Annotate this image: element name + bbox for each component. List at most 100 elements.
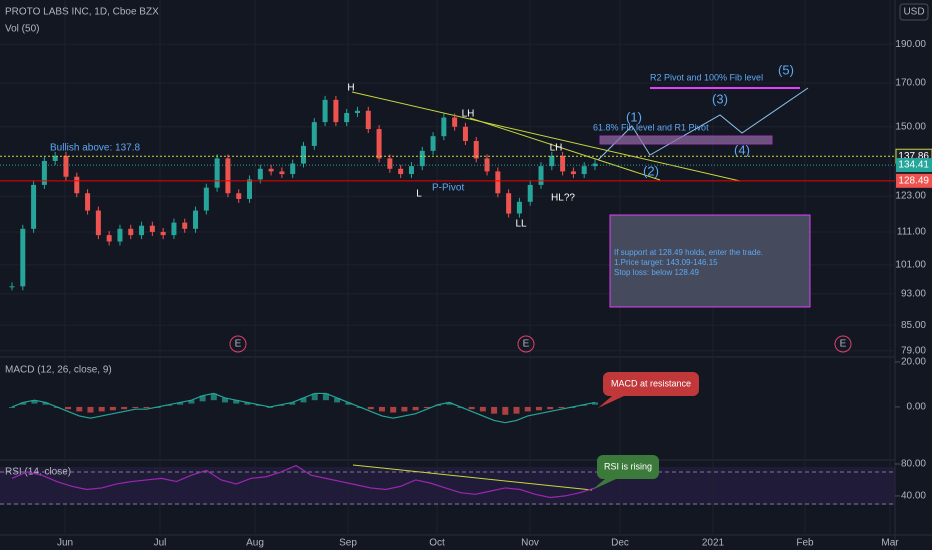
candle bbox=[354, 110, 360, 114]
earnings-label[interactable]: E bbox=[523, 339, 530, 350]
candle bbox=[20, 228, 26, 287]
candle bbox=[462, 126, 468, 142]
macd-histogram bbox=[143, 406, 150, 409]
y-tick-label: 85.00 bbox=[901, 320, 926, 331]
candle bbox=[527, 184, 533, 202]
y-tick-label: 111.00 bbox=[897, 227, 927, 238]
wave-label: (3) bbox=[712, 91, 728, 106]
macd-histogram bbox=[435, 404, 442, 406]
candle bbox=[333, 99, 339, 123]
y-tick-label: 79.00 bbox=[901, 345, 926, 356]
earnings[interactable] bbox=[834, 335, 852, 353]
rsi-title: RSI (14, close) bbox=[5, 467, 71, 478]
x-tick-label: Nov bbox=[521, 538, 539, 549]
macd-title: MACD (12, 26, close, 9) bbox=[5, 365, 112, 376]
candle bbox=[538, 166, 544, 185]
fib-zone bbox=[599, 135, 773, 145]
price-tag bbox=[896, 173, 932, 188]
macd-histogram bbox=[345, 402, 352, 405]
macd-histogram bbox=[390, 406, 397, 413]
y-tick-label: 40.00 bbox=[901, 491, 926, 502]
macd-histogram bbox=[322, 393, 329, 401]
candle bbox=[225, 158, 231, 194]
plan-text: Stop loss: below 128.49 bbox=[614, 268, 699, 277]
candle bbox=[74, 176, 80, 194]
earnings[interactable] bbox=[517, 335, 535, 353]
rsi-band bbox=[0, 467, 895, 505]
candle bbox=[236, 193, 242, 199]
macd-histogram bbox=[547, 406, 554, 410]
x-tick-label: 2021 bbox=[702, 538, 725, 549]
currency-box[interactable] bbox=[899, 3, 929, 21]
candle bbox=[516, 201, 522, 214]
candle bbox=[311, 122, 317, 146]
macd-histogram bbox=[334, 397, 341, 403]
macd-histogram bbox=[580, 404, 587, 406]
macd-histogram bbox=[98, 406, 105, 412]
candle bbox=[376, 129, 382, 159]
candle bbox=[193, 210, 199, 229]
candle bbox=[128, 228, 134, 236]
candle bbox=[41, 160, 47, 185]
candle bbox=[95, 210, 101, 236]
macd-histogram bbox=[121, 406, 128, 410]
annotation: R2 Pivot and 100% Fib level bbox=[650, 72, 763, 82]
callout-text: MACD at resistance bbox=[611, 378, 691, 388]
earnings[interactable] bbox=[229, 335, 247, 353]
annotation: LL bbox=[515, 219, 527, 230]
candle bbox=[247, 179, 253, 199]
candle bbox=[419, 150, 425, 167]
macd-histogram bbox=[356, 406, 363, 408]
candle bbox=[203, 187, 209, 211]
annotation: 61.8% Fib level and R1 Pivot bbox=[593, 122, 709, 132]
macd-histogram bbox=[266, 406, 273, 408]
macd-histogram bbox=[210, 393, 217, 401]
candle bbox=[63, 155, 69, 177]
wave-label: (4) bbox=[734, 142, 750, 157]
candle bbox=[214, 158, 220, 188]
candle bbox=[52, 155, 58, 161]
callout-tail bbox=[598, 396, 624, 408]
x-tick-label: Oct bbox=[429, 538, 445, 549]
wave-label: (5) bbox=[778, 62, 794, 77]
x-tick-label: Sep bbox=[339, 538, 357, 549]
y-tick-label: 190.00 bbox=[895, 39, 926, 50]
macd-histogram bbox=[558, 406, 565, 409]
macd-histogram bbox=[401, 406, 408, 412]
macd-histogram bbox=[154, 406, 161, 408]
earnings-label[interactable]: E bbox=[235, 339, 242, 350]
y-tick-label: 150.00 bbox=[895, 121, 926, 132]
candle bbox=[452, 117, 458, 127]
macd-histogram bbox=[524, 406, 531, 412]
rsi-line bbox=[11, 464, 596, 499]
macd-histogram bbox=[9, 406, 15, 408]
annotation: H bbox=[347, 83, 354, 94]
annotation: LH bbox=[462, 109, 475, 120]
trendline bbox=[469, 117, 661, 181]
y-tick-label: 101.00 bbox=[895, 260, 926, 271]
candle bbox=[290, 163, 296, 175]
annotation: LH bbox=[550, 143, 563, 154]
candle bbox=[506, 193, 512, 214]
candle bbox=[365, 110, 371, 130]
earnings-label[interactable]: E bbox=[840, 339, 847, 350]
currency[interactable]: USD bbox=[903, 7, 924, 18]
macd-histogram bbox=[278, 404, 285, 406]
macd-histogram bbox=[244, 402, 251, 405]
x-tick-label: Jul bbox=[154, 538, 167, 549]
symbol: PROTO LABS INC, 1D, Cboe BZX bbox=[5, 7, 159, 18]
x-tick-label: Dec bbox=[611, 538, 629, 549]
macd-histogram bbox=[65, 406, 72, 410]
trendline bbox=[351, 91, 741, 182]
candle bbox=[322, 99, 328, 123]
macd-histogram bbox=[165, 404, 172, 406]
macd-histogram bbox=[592, 402, 598, 405]
candle bbox=[182, 222, 188, 229]
callout-text: RSI is rising bbox=[604, 461, 652, 471]
macd-histogram bbox=[300, 397, 307, 403]
y-tick-label: 80.00 bbox=[901, 459, 926, 470]
candle bbox=[441, 117, 447, 137]
macd-histogram bbox=[468, 406, 475, 410]
candle bbox=[9, 286, 15, 288]
candle bbox=[344, 113, 350, 123]
